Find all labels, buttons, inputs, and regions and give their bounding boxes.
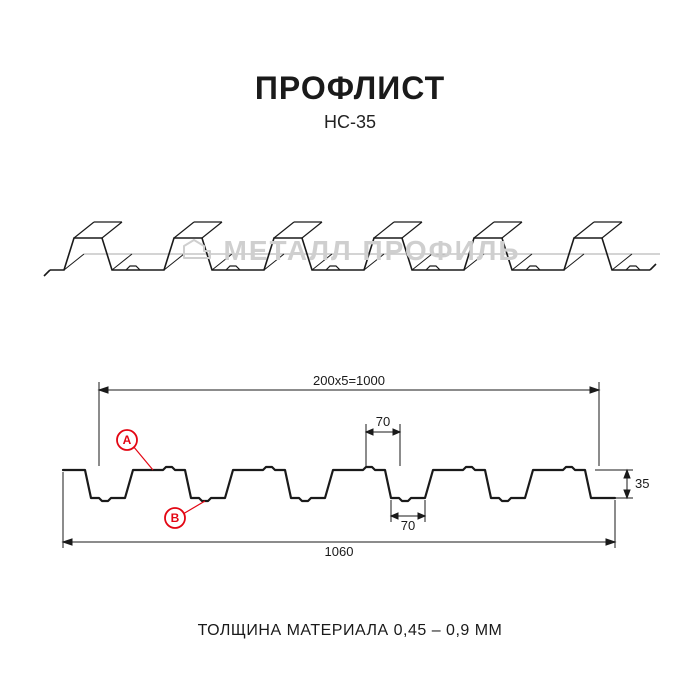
callout-a: A (117, 430, 153, 470)
page-subtitle: НС-35 (0, 112, 700, 133)
dim-overall: 1060 (63, 472, 615, 559)
page-title: ПРОФЛИСТ (0, 70, 700, 107)
cross-section: 200х5=1000 70 A (55, 370, 645, 560)
callout-a-label: A (123, 433, 132, 447)
dim-height: 35 (595, 470, 649, 498)
page: ПРОФЛИСТ НС-35 (0, 0, 700, 700)
callout-b-label: B (171, 511, 180, 525)
dim-topflat-label: 70 (376, 414, 390, 429)
isometric-view (40, 165, 660, 315)
dim-height-label: 35 (635, 476, 649, 491)
dim-overall-label: 1060 (325, 544, 354, 559)
callout-b: B (165, 501, 205, 528)
profile-path (63, 467, 615, 501)
dim-top-flat: 70 (366, 414, 400, 466)
dim-bottom-flat: 70 (391, 500, 425, 533)
dim-bottomflat-label: 70 (401, 518, 415, 533)
dim-pitch: 200х5=1000 (99, 373, 599, 466)
material-thickness: ТОЛЩИНА МАТЕРИАЛА 0,45 – 0,9 ММ (0, 622, 700, 640)
dim-pitch-label: 200х5=1000 (313, 373, 385, 388)
